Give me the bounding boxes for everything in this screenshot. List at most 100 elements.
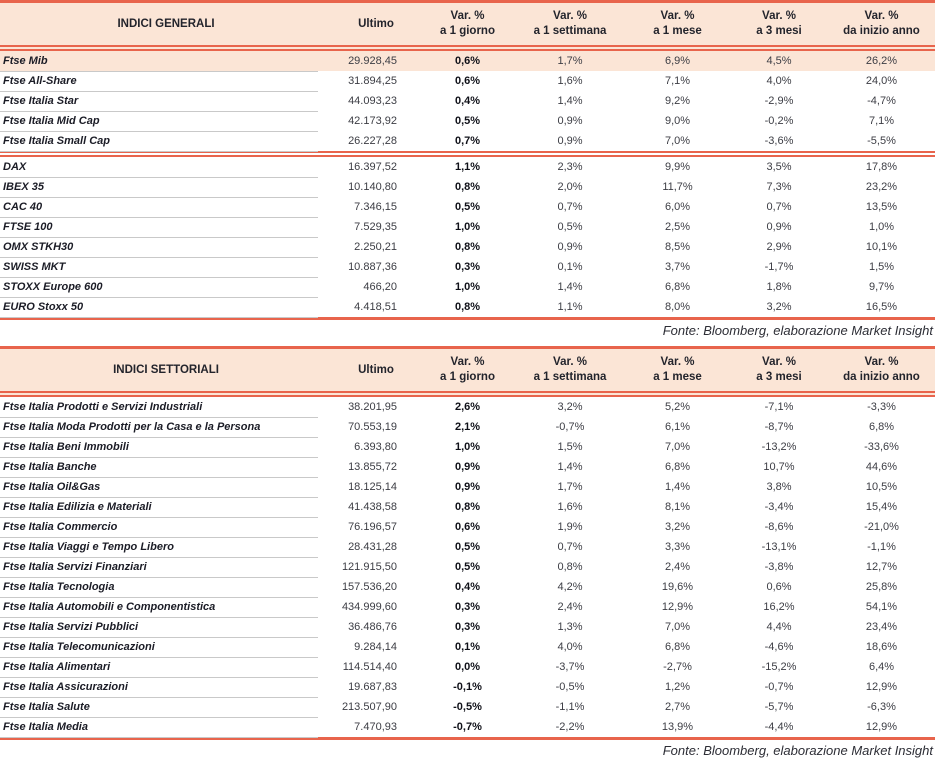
table-row: Ftse Italia Servizi Pubblici 36.486,76 0,3… <box>0 617 935 638</box>
general-indices-table: INDICI GENERALI Ultimo Var. % a 1 giorno… <box>0 0 935 346</box>
var-value: 17,8% <box>865 161 898 173</box>
ultimo-value: 36.486,76 <box>348 621 397 633</box>
var-period: a 1 giorno <box>440 25 495 37</box>
var-value: -4,4% <box>764 721 794 733</box>
table-row: Ftse Italia Commercio 76.196,57 0,6% 1,9% 3,… <box>0 517 935 538</box>
var-value: 6,4% <box>868 661 895 673</box>
ultimo-value: 9.284,14 <box>354 641 397 653</box>
table-row: STOXX Europe 600 466,20 1,0% 1,4% 6,8% 1,8% 9,… <box>0 277 935 298</box>
index-name: Ftse Italia Banche <box>0 457 318 478</box>
col-header-var-1-mese: Var. % a 1 mese <box>625 349 730 391</box>
col-header-ultimo: Ultimo <box>358 18 394 30</box>
index-name: Ftse Italia Automobili e Componentistica <box>0 597 318 618</box>
var-value: 1,8% <box>766 281 792 293</box>
var-value: 3,3% <box>664 541 691 553</box>
var-value: 18,6% <box>865 641 898 653</box>
col-header-var-3-mesi: Var. % a 3 mesi <box>730 349 828 391</box>
ultimo-value: 19.687,83 <box>348 681 397 693</box>
index-name: Ftse Italia Edilizia e Materiali <box>0 497 318 518</box>
table-row: Ftse Italia Salute 213.507,90 -0,5% -1,1% 2,… <box>0 697 935 718</box>
index-name: STOXX Europe 600 <box>0 277 318 298</box>
var-value: 2,5% <box>664 221 691 233</box>
ultimo-value: 2.250,21 <box>354 241 397 253</box>
var-label: Var. % <box>762 356 796 368</box>
var-value: 15,4% <box>865 501 898 513</box>
ultimo-value: 157.536,20 <box>341 581 397 593</box>
var-value: 7,0% <box>664 621 691 633</box>
var-value: -13,1% <box>761 541 797 553</box>
var-value: 2,4% <box>664 561 691 573</box>
var-value: -2,7% <box>663 661 692 673</box>
var-value: -1,7% <box>764 261 794 273</box>
var-value: 0,7% <box>766 201 792 213</box>
ultimo-value: 38.201,95 <box>348 401 397 413</box>
index-name: Ftse Italia Small Cap <box>0 131 318 152</box>
var-value: 12,9% <box>865 681 898 693</box>
var-value: -2,2% <box>555 721 585 733</box>
table-row: SWISS MKT 10.887,36 0,3% 0,1% 3,7% -1,7% 1,5% <box>0 257 935 278</box>
var-value: -21,0% <box>864 521 899 533</box>
var-value: 5,2% <box>664 401 691 413</box>
col-header-var-1-settimana: Var. % a 1 settimana <box>515 349 625 391</box>
var-value: 0,6% <box>454 55 481 67</box>
var-label: Var. % <box>864 10 899 22</box>
var-value: 23,2% <box>865 181 898 193</box>
index-name: Ftse Italia Servizi Pubblici <box>0 617 318 638</box>
var-value: 0,3% <box>454 621 481 633</box>
var-value: 7,1% <box>868 115 895 127</box>
index-name: Ftse Mib <box>0 51 318 72</box>
var-value: 6,1% <box>664 421 691 433</box>
ultimo-value: 10.140,80 <box>348 181 397 193</box>
var-value: 1,9% <box>557 521 583 533</box>
var-value: -5,7% <box>764 701 794 713</box>
var-value: 4,4% <box>766 621 792 633</box>
var-value: 6,8% <box>664 461 691 473</box>
var-value: 8,1% <box>664 501 691 513</box>
var-value: 23,4% <box>865 621 898 633</box>
index-name: FTSE 100 <box>0 217 318 238</box>
var-value: 3,2% <box>766 301 792 313</box>
var-period: a 3 mesi <box>756 371 802 383</box>
var-label: Var. % <box>660 356 695 368</box>
var-value: -5,5% <box>867 135 896 147</box>
row-group: Ftse Mib 29.928,45 0,6% 1,7% 6,9% 4,5% 26,2% Ft… <box>0 51 935 152</box>
var-value: -3,4% <box>764 501 794 513</box>
row-group: Ftse Italia Prodotti e Servizi Industria… <box>0 397 935 738</box>
var-value: 2,3% <box>557 161 583 173</box>
var-value: 0,5% <box>454 561 481 573</box>
var-value: 9,2% <box>664 95 691 107</box>
var-value: 10,1% <box>865 241 898 253</box>
table-row: Ftse All-Share 31.894,25 0,6% 1,6% 7,1% 4,0% 2… <box>0 71 935 92</box>
var-value: 0,8% <box>454 181 481 193</box>
var-value: -3,3% <box>867 401 896 413</box>
var-value: -2,9% <box>764 95 794 107</box>
table-row: Ftse Italia Automobili e Componentistica… <box>0 597 935 618</box>
var-label: Var. % <box>864 356 899 368</box>
var-value: 9,0% <box>664 115 691 127</box>
var-value: 12,9% <box>661 601 694 613</box>
var-value: 9,7% <box>868 281 895 293</box>
var-value: 3,8% <box>766 481 792 493</box>
var-value: -0,5% <box>453 701 482 713</box>
var-value: 0,4% <box>454 581 481 593</box>
var-value: -4,6% <box>764 641 794 653</box>
table-row: Ftse Italia Prodotti e Servizi Industria… <box>0 397 935 418</box>
var-label: Var. % <box>660 10 695 22</box>
var-value: 1,7% <box>557 481 583 493</box>
ultimo-value: 4.418,51 <box>354 301 397 313</box>
ultimo-value: 114.514,40 <box>342 661 397 673</box>
var-value: 2,0% <box>557 181 583 193</box>
var-value: 1,0% <box>454 221 481 233</box>
var-value: -3,8% <box>764 561 794 573</box>
var-value: 0,9% <box>557 115 583 127</box>
var-value: 1,0% <box>454 441 481 453</box>
ultimo-value: 10.887,36 <box>348 261 397 273</box>
table-row: Ftse Italia Oil&Gas 18.125,14 0,9% 1,7% 1,4%… <box>0 477 935 498</box>
ultimo-value: 7.529,35 <box>354 221 397 233</box>
index-name: Ftse Italia Salute <box>0 697 318 718</box>
var-value: 19,6% <box>661 581 694 593</box>
table-row: Ftse Italia Beni Immobili 6.393,80 1,0% 1,5… <box>0 437 935 458</box>
ultimo-value: 7.346,15 <box>354 201 397 213</box>
ultimo-value: 28.431,28 <box>348 541 397 553</box>
var-value: -3,7% <box>555 661 585 673</box>
